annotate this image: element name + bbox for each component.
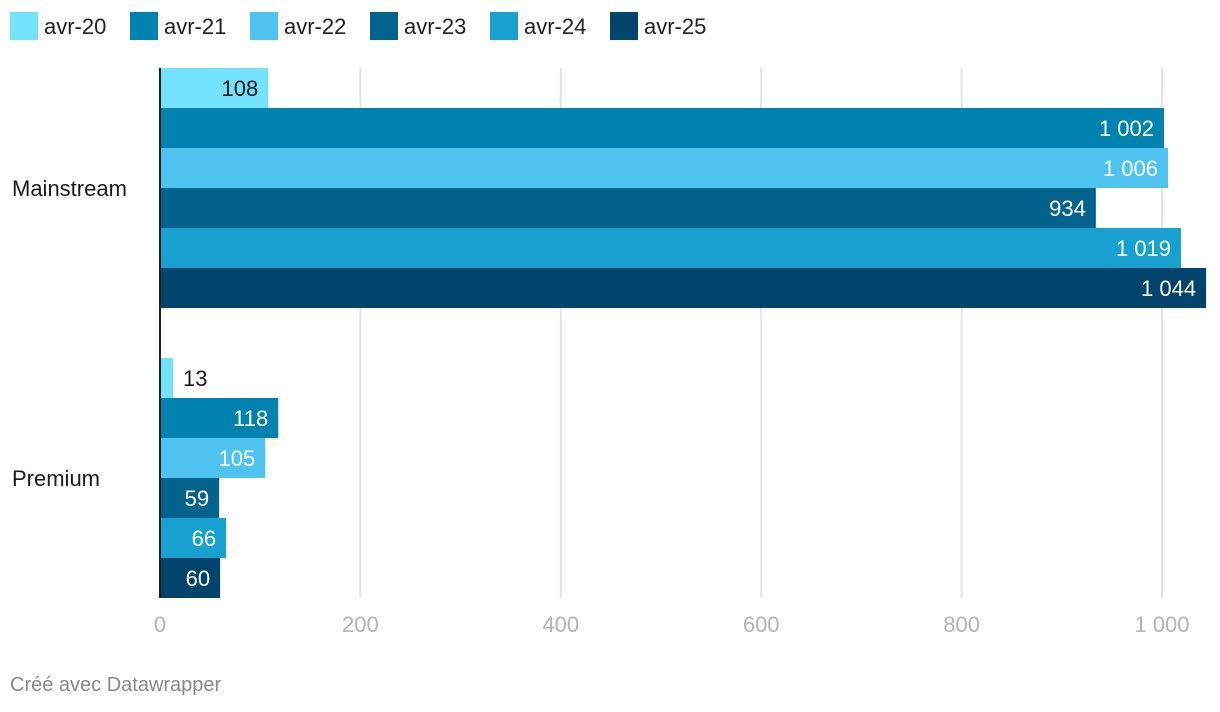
x-tick-label: 400 [542,612,579,637]
legend-swatch [610,12,638,40]
bar-value-label: 1 044 [1141,276,1196,301]
category-label: Mainstream [12,176,127,201]
legend-label: avr-21 [164,14,226,39]
bar-value-label: 934 [1049,196,1086,221]
footer-credit: Créé avec Datawrapper [10,674,222,696]
legend-swatch [250,12,278,40]
bar [160,108,1165,148]
bar-value-label: 13 [183,366,207,391]
legend-swatch [130,12,158,40]
legend-swatch [370,12,398,40]
legend-swatch [10,12,38,40]
x-tick-label: 600 [743,612,780,637]
legend: avr-20 avr-21 avr-22 avr-23 avr-24 avr-25 [10,12,706,40]
legend-label: avr-20 [44,14,106,39]
bar-value-label: 1 019 [1116,236,1171,261]
bar [160,478,220,518]
bar [160,398,279,438]
x-tick-label: 0 [154,612,166,637]
x-tick-label: 200 [342,612,379,637]
bar-chart: 108 1 002 1 006 934 1 019 1 044 13 118 105 59 66 60… [10,12,1207,637]
category-label: Premium [12,466,100,491]
bar [160,358,174,398]
legend-label: avr-25 [644,14,706,39]
legend-label: avr-23 [404,14,466,39]
legend-label: avr-24 [524,14,586,39]
bar [160,188,1096,228]
bars-layer: 108 1 002 1 006 934 1 019 1 044 13 118 105 59 66 60 [160,68,1207,598]
axis-layer: 0 200 400 600 800 1 000 Mainstream Premium [12,68,1190,637]
bar [160,438,266,478]
bar-value-label: 1 006 [1103,156,1158,181]
bar [160,518,227,558]
bar-value-label: 59 [185,486,209,511]
bar-value-label: 1 002 [1099,116,1154,141]
bar-value-label: 66 [192,526,216,551]
bar [160,268,1207,308]
x-tick-label: 800 [943,612,980,637]
bar [160,148,1169,188]
bar-value-label: 105 [218,446,255,471]
legend-label: avr-22 [284,14,346,39]
bar-value-label: 118 [233,406,268,431]
legend-swatch [490,12,518,40]
bar [160,558,221,598]
bar-value-label: 108 [221,76,258,101]
x-tick-label: 1 000 [1134,612,1189,637]
bar [160,68,269,108]
bar [160,228,1182,268]
bar-value-label: 60 [186,566,210,591]
